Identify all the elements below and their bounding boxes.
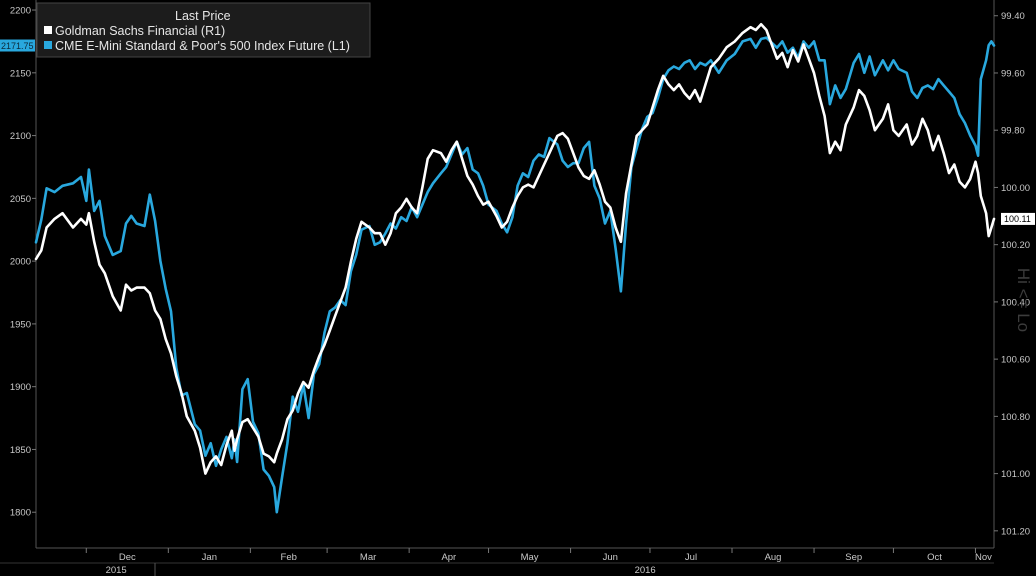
x-month-label: Jul — [685, 552, 697, 563]
series-line-goldman-sachs — [34, 22, 996, 475]
x-month-label: Jun — [603, 552, 618, 563]
left-axis: 1800 1850 1900 1950 2000 2050 2100 2150 2200 — [10, 6, 36, 519]
series-line-spx-futures — [34, 36, 996, 514]
right-tick-label: 99.60 — [1001, 68, 1025, 79]
series-layer — [34, 22, 996, 514]
right-tick-label: 100.20 — [1001, 240, 1030, 251]
last-value-left-text: 2171.75 — [1, 41, 34, 51]
last-value-right-text: 100.11 — [1004, 214, 1031, 224]
left-tick-label: 2000 — [10, 257, 31, 268]
legend-box — [36, 2, 371, 58]
last-value-right: 100.11 — [1001, 212, 1035, 225]
x-month-label: Oct — [927, 552, 942, 563]
left-tick-label: 1850 — [10, 445, 31, 456]
x-month-label: Mar — [360, 552, 376, 563]
last-value-right-box — [1001, 212, 1035, 225]
legend-label-gs: Goldman Sachs Financial (R1) — [55, 24, 225, 38]
x-month-label: Dec — [119, 552, 136, 563]
hi-lo-label: Hi <= Lo — [1014, 268, 1033, 332]
x-year-label: 2016 — [635, 565, 656, 576]
right-tick-label: 100.40 — [1001, 297, 1030, 308]
left-tick-label: 2150 — [10, 68, 31, 79]
legend-title: Last Price — [175, 9, 231, 23]
x-month-label: Sep — [845, 552, 862, 563]
last-value-left-box — [0, 39, 35, 52]
right-tick-label: 100.60 — [1001, 355, 1030, 366]
right-tick-label: 100.80 — [1001, 412, 1030, 423]
left-tick-label: 2050 — [10, 194, 31, 205]
plot-frame — [0, 0, 995, 564]
x-month-label: Feb — [281, 552, 297, 563]
x-year-label: 2015 — [106, 565, 127, 576]
right-tick-label: 101.20 — [1001, 526, 1030, 537]
right-tick-label: 99.80 — [1001, 126, 1025, 137]
last-value-left: 2171.75 — [0, 39, 35, 52]
legend: Last Price Goldman Sachs Financial (R1) … — [36, 2, 371, 58]
x-month-label: May — [521, 552, 539, 563]
legend-label-spx: CME E-Mini Standard & Poor's 500 Index F… — [55, 39, 350, 53]
x-axis: Dec Jan Feb Mar Apr May Jun Jul Aug Sep Oct Nov 2015… — [85, 548, 992, 576]
right-tick-label: 100.00 — [1001, 183, 1030, 194]
left-tick-label: 1900 — [10, 382, 31, 393]
x-month-label: Jan — [202, 552, 217, 563]
legend-swatch-gs — [44, 26, 52, 34]
left-tick-label: 2100 — [10, 131, 31, 142]
x-month-label: Apr — [441, 552, 456, 563]
right-axis-side-label: Hi <= Lo — [1014, 268, 1033, 332]
left-tick-label: 1950 — [10, 319, 31, 330]
x-month-label: Aug — [765, 552, 782, 563]
legend-swatch-spx — [44, 41, 52, 49]
left-tick-label: 1800 — [10, 508, 31, 519]
right-axis: 99.40 99.60 99.80 100.00 100.20 100.40 100.60 1… — [994, 11, 1030, 537]
right-tick-label: 99.40 — [1001, 11, 1025, 22]
right-tick-label: 101.00 — [1001, 469, 1030, 480]
x-month-label: Nov — [975, 552, 992, 563]
left-tick-label: 2200 — [10, 6, 31, 17]
